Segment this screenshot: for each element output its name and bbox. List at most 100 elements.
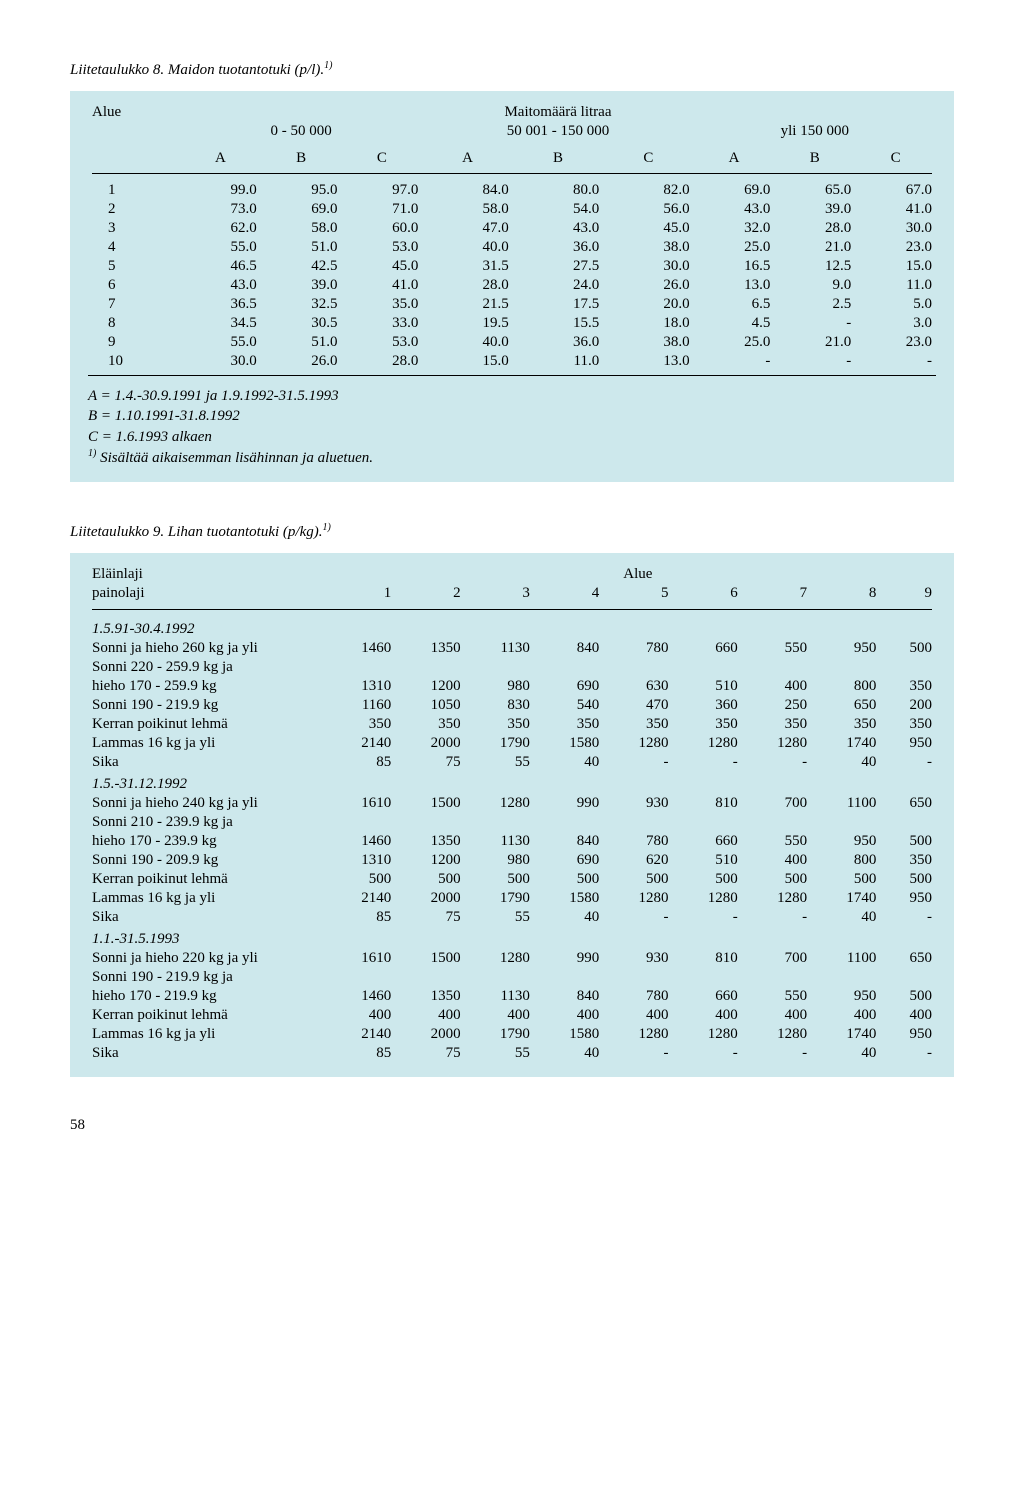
table-row: 362.058.060.047.043.045.032.028.030.0 [88, 219, 936, 238]
cell [534, 968, 603, 987]
row-label: Sika [88, 1044, 326, 1063]
cell [534, 813, 603, 832]
cell: 26.0 [603, 276, 693, 295]
cell: 780 [603, 639, 672, 658]
cell: 1350 [395, 987, 464, 1006]
cell: 400 [534, 1006, 603, 1025]
cell: 51.0 [261, 238, 342, 257]
cell: 400 [880, 1006, 936, 1025]
table-row: Sonni ja hieho 260 kg ja yli146013501130… [88, 639, 936, 658]
cell: 2 [88, 200, 180, 219]
row-label: hieho 170 - 219.9 kg [88, 987, 326, 1006]
cell: 950 [811, 639, 880, 658]
cell: 1200 [395, 677, 464, 696]
table9-caption-text: Liitetaulukko 9. Lihan tuotantotuki (p/k… [70, 524, 322, 540]
cell: 1310 [326, 851, 395, 870]
cell: 55 [465, 908, 534, 927]
cell: 43.0 [513, 219, 603, 238]
cell: - [742, 753, 811, 772]
cell: 250 [742, 696, 811, 715]
cell: 350 [811, 715, 880, 734]
cell: 830 [465, 696, 534, 715]
cell: 6.5 [694, 295, 775, 314]
cell: 32.5 [261, 295, 342, 314]
t8-note1: A = 1.4.-30.9.1991 ja 1.9.1992-31.5.1993 [88, 386, 936, 406]
t8-c-c3: C [855, 149, 936, 168]
cell: 85 [326, 753, 395, 772]
cell: 21.0 [774, 238, 855, 257]
table-row: Sonni ja hieho 220 kg ja yli161015001280… [88, 949, 936, 968]
row-label: Sika [88, 908, 326, 927]
cell: 400 [811, 1006, 880, 1025]
cell: 630 [603, 677, 672, 696]
table-row: Kerran poikinut lehmä5005005005005005005… [88, 870, 936, 889]
cell: 1310 [326, 677, 395, 696]
cell: 23.0 [855, 333, 936, 352]
cell: 950 [880, 1025, 936, 1044]
cell: 2140 [326, 889, 395, 908]
cell: 510 [672, 851, 741, 870]
cell: 950 [811, 987, 880, 1006]
section-header: 1.1.-31.5.1993 [88, 927, 936, 949]
cell [672, 813, 741, 832]
cell: 550 [742, 987, 811, 1006]
table9: Eläinlaji Alue painolaji 1 2 3 4 5 6 7 8… [88, 565, 936, 1063]
cell: 810 [672, 949, 741, 968]
cell [465, 813, 534, 832]
cell: 1610 [326, 949, 395, 968]
cell: 1740 [811, 889, 880, 908]
cell: 1130 [465, 987, 534, 1006]
t9-col-4: 4 [534, 584, 603, 604]
cell: 25.0 [694, 238, 775, 257]
cell: 11.0 [513, 352, 603, 371]
cell: 1100 [811, 949, 880, 968]
cell: 650 [880, 794, 936, 813]
section-title: 1.1.-31.5.1993 [88, 927, 936, 949]
cell: 500 [534, 870, 603, 889]
cell: 1100 [811, 794, 880, 813]
cell: 13.0 [694, 276, 775, 295]
cell: 650 [811, 696, 880, 715]
cell: - [880, 908, 936, 927]
cell: 55.0 [180, 238, 261, 257]
cell: 980 [465, 677, 534, 696]
cell: - [742, 908, 811, 927]
cell: 75 [395, 753, 464, 772]
cell: 1790 [465, 734, 534, 753]
cell: 1130 [465, 639, 534, 658]
cell: 1280 [742, 734, 811, 753]
cell: 1580 [534, 734, 603, 753]
t8-c-a3: A [694, 149, 775, 168]
cell: 800 [811, 851, 880, 870]
row-label: hieho 170 - 239.9 kg [88, 832, 326, 851]
cell: 45.0 [342, 257, 423, 276]
cell: 650 [880, 949, 936, 968]
cell: 36.5 [180, 295, 261, 314]
t9-col-6: 6 [672, 584, 741, 604]
cell: 1790 [465, 889, 534, 908]
t9-hdr-left2: painolaji [88, 584, 326, 604]
cell: 71.0 [342, 200, 423, 219]
cell: 1050 [395, 696, 464, 715]
t8-range3: yli 150 000 [694, 122, 936, 141]
cell: 350 [880, 851, 936, 870]
cell: 690 [534, 851, 603, 870]
cell: 39.0 [774, 200, 855, 219]
t9-col-1: 1 [326, 584, 395, 604]
table9-wrap: Eläinlaji Alue painolaji 1 2 3 4 5 6 7 8… [70, 553, 954, 1077]
cell: 40 [534, 908, 603, 927]
cell: 2000 [395, 889, 464, 908]
table-row: Kerran poikinut lehmä4004004004004004004… [88, 1006, 936, 1025]
cell: 5 [88, 257, 180, 276]
row-label: Lammas 16 kg ja yli [88, 1025, 326, 1044]
row-label: Kerran poikinut lehmä [88, 870, 326, 889]
cell: - [672, 908, 741, 927]
row-label: Lammas 16 kg ja yli [88, 734, 326, 753]
table-row: Lammas 16 kg ja yli214020001790158012801… [88, 889, 936, 908]
cell: 8 [88, 314, 180, 333]
cell: 30.0 [180, 352, 261, 371]
cell: 1280 [742, 1025, 811, 1044]
cell: 54.0 [513, 200, 603, 219]
t9-hdr-center: Alue [603, 565, 672, 584]
cell: 43.0 [694, 200, 775, 219]
